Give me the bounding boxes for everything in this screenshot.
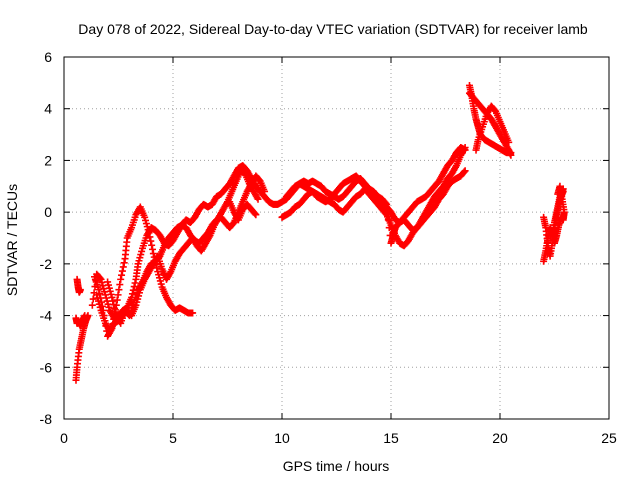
y-tick-label: 2 — [44, 152, 52, 168]
data-point — [128, 290, 136, 298]
data-point — [76, 286, 84, 294]
series-track-h — [226, 198, 260, 224]
series-track-l — [465, 89, 515, 159]
data-markers — [72, 81, 568, 384]
data-point — [383, 200, 391, 208]
data-point — [147, 237, 155, 245]
data-point — [261, 187, 269, 195]
x-tick-label: 0 — [60, 430, 68, 446]
data-point — [116, 281, 124, 289]
data-point — [153, 264, 161, 272]
data-point — [118, 267, 126, 275]
y-tick-label: 6 — [44, 49, 52, 65]
data-point — [111, 308, 119, 316]
y-tick-label: -2 — [40, 256, 53, 272]
data-point — [252, 211, 260, 219]
data-point — [507, 151, 515, 159]
data-point — [461, 144, 469, 151]
series-track-m — [472, 102, 513, 154]
data-point — [131, 279, 139, 287]
data-point — [554, 190, 562, 198]
y-tick-label: 4 — [44, 101, 52, 117]
data-point — [189, 309, 197, 317]
y-tick-label: -8 — [40, 411, 53, 427]
y-tick-label: 0 — [44, 204, 52, 220]
series-track-g — [104, 172, 269, 327]
data-point — [89, 295, 97, 303]
data-point — [384, 216, 392, 224]
data-point — [384, 208, 392, 216]
series-track-b — [72, 312, 89, 330]
x-axis-label: GPS time / hours — [283, 458, 390, 474]
data-point — [460, 168, 468, 176]
tick-labels: 0 5 10 15 20 25 -8 -6 -4 -2 0 2 4 6 — [40, 49, 617, 446]
data-point — [149, 245, 157, 253]
series-track-j — [282, 144, 469, 247]
data-point — [251, 210, 259, 218]
data-point — [385, 224, 393, 232]
plot-frame — [63, 56, 610, 420]
data-point — [114, 291, 122, 299]
x-tick-label: 15 — [383, 430, 399, 446]
data-point — [111, 304, 119, 312]
data-point — [117, 275, 125, 283]
data-point — [145, 229, 153, 237]
y-tick-label: -6 — [40, 359, 53, 375]
data-point — [120, 259, 128, 267]
data-point — [96, 274, 104, 282]
x-tick-label: 25 — [601, 430, 617, 446]
data-point — [119, 263, 127, 271]
data-point — [149, 250, 157, 258]
y-axis-label: SDTVAR / TECUs — [4, 184, 20, 296]
data-point — [254, 195, 262, 203]
data-point — [118, 271, 126, 279]
chart-title: Day 078 of 2022, Sidereal Day-to-day VTE… — [78, 21, 588, 37]
data-point — [88, 301, 96, 309]
data-point — [113, 296, 121, 304]
x-tick-label: 10 — [274, 430, 290, 446]
data-point — [81, 312, 89, 320]
series-track-c — [73, 275, 84, 296]
data-point — [108, 293, 116, 301]
data-point — [382, 199, 390, 207]
data-point — [146, 233, 154, 241]
y-tick-label: -4 — [40, 308, 53, 324]
series-track-p — [548, 182, 568, 247]
data-point — [148, 241, 156, 249]
data-point — [95, 286, 103, 294]
data-point — [109, 297, 117, 305]
data-point — [461, 167, 469, 175]
data-point — [505, 138, 513, 146]
x-tick-label: 20 — [492, 430, 508, 446]
data-point — [115, 286, 123, 294]
x-tick-label: 5 — [169, 430, 177, 446]
data-point — [110, 301, 118, 309]
